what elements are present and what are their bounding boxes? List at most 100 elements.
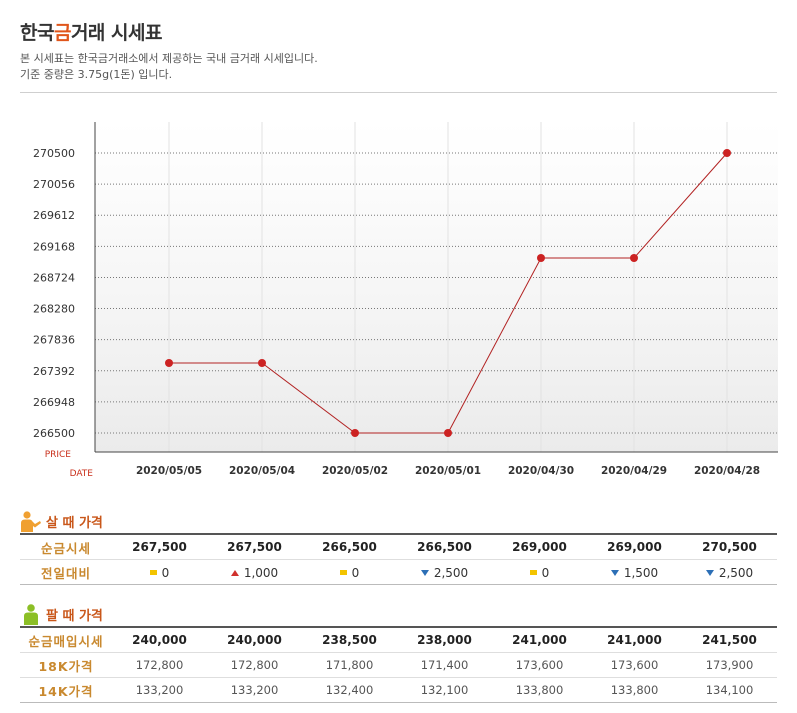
data-point xyxy=(165,359,173,367)
table-row: 순금매입시세 240,000 240,000 238,500 238,000 2… xyxy=(20,626,777,653)
price-cell: 267,500 xyxy=(207,533,302,560)
row-label: 18K가격 xyxy=(20,652,112,678)
change-down-marker xyxy=(705,569,714,576)
price-cell: 133,800 xyxy=(492,677,587,703)
price-cell: 267,500 xyxy=(112,533,207,560)
price-cell: 133,800 xyxy=(587,677,682,703)
price-cell: 241,500 xyxy=(682,626,777,653)
price-chart: 270500 270056 269612 269168 268724 268280 2678… xyxy=(33,122,778,479)
gridlines xyxy=(95,122,778,452)
data-point xyxy=(537,254,545,262)
price-cell: 238,500 xyxy=(302,626,397,653)
change-flat-marker xyxy=(529,570,537,576)
row-label: 전일대비 xyxy=(20,559,112,585)
y-tick-label: 270056 xyxy=(33,178,75,191)
x-tick-label: 2020/04/29 xyxy=(601,465,667,477)
page-description: 본 시세표는 한국금거래소에서 제공하는 국내 금거래 시세입니다. 기준 중량… xyxy=(20,51,318,83)
price-cell: 171,800 xyxy=(302,652,397,678)
header-divider xyxy=(20,92,777,93)
title-accent: 금 xyxy=(53,22,71,44)
change-value: 1,500 xyxy=(623,565,659,580)
data-point xyxy=(351,429,359,437)
y-tick-label: 268724 xyxy=(33,271,75,284)
price-cell: 266,500 xyxy=(397,533,492,560)
data-point xyxy=(630,254,638,262)
x-tick-label: 2020/04/30 xyxy=(508,465,574,477)
change-cell: 1,500 xyxy=(587,559,682,585)
y-tick-label: 267836 xyxy=(33,334,75,347)
change-down-marker xyxy=(420,569,429,576)
page-header: 한국금거래 시세표 본 시세표는 한국금거래소에서 제공하는 국내 금거래 시세… xyxy=(20,18,318,83)
x-tick-label: 2020/05/05 xyxy=(136,465,202,477)
y-tick-label: 269612 xyxy=(33,209,75,222)
table-row: 순금시세 267,500 267,500 266,500 266,500 269… xyxy=(20,533,777,560)
change-cell: 0 xyxy=(112,559,207,585)
price-cell: 132,400 xyxy=(302,677,397,703)
y-tick-label: 266948 xyxy=(33,396,75,409)
price-cell: 134,100 xyxy=(682,677,777,703)
title-prefix: 한국 xyxy=(20,22,54,44)
change-flat-marker xyxy=(339,570,347,576)
price-cell: 266,500 xyxy=(302,533,397,560)
row-label: 순금매입시세 xyxy=(20,626,112,653)
change-value: 2,500 xyxy=(433,565,469,580)
price-cell: 133,200 xyxy=(207,677,302,703)
price-cell: 173,600 xyxy=(492,652,587,678)
price-cell: 269,000 xyxy=(587,533,682,560)
price-cell: 240,000 xyxy=(207,626,302,653)
row-label: 14K가격 xyxy=(20,677,112,703)
change-cell: 0 xyxy=(302,559,397,585)
price-cell: 171,400 xyxy=(397,652,492,678)
y-tick-label: 268280 xyxy=(33,303,75,316)
change-cell: 2,500 xyxy=(397,559,492,585)
table-row: 14K가격 133,200 133,200 132,400 132,100 13… xyxy=(20,677,777,703)
price-cell: 132,100 xyxy=(397,677,492,703)
change-value: 2,500 xyxy=(718,565,754,580)
data-point xyxy=(444,429,452,437)
buy-section-title: 살 때 가격 xyxy=(46,515,103,531)
price-cell: 241,000 xyxy=(587,626,682,653)
person-icon xyxy=(21,511,41,532)
description-line-1: 본 시세표는 한국금거래소에서 제공하는 국내 금거래 시세입니다. xyxy=(20,52,318,65)
change-cell: 1,000 xyxy=(207,559,302,585)
change-value: 1,000 xyxy=(243,565,279,580)
x-tick-label: 2020/05/02 xyxy=(322,465,388,477)
price-cell: 173,600 xyxy=(587,652,682,678)
x-tick-label: 2020/05/01 xyxy=(415,465,481,477)
price-cell: 241,000 xyxy=(492,626,587,653)
change-value: 0 xyxy=(351,565,360,580)
y-tick-label: 267392 xyxy=(33,365,75,378)
price-cell: 238,000 xyxy=(397,626,492,653)
row-label: 순금시세 xyxy=(20,533,112,560)
change-value: 0 xyxy=(541,565,550,580)
price-cell: 172,800 xyxy=(112,652,207,678)
data-point xyxy=(723,149,731,157)
change-up-marker xyxy=(230,569,239,576)
sell-section-header: 팔 때 가격 xyxy=(20,603,103,625)
x-tick-label: 2020/05/04 xyxy=(229,465,295,477)
description-line-2: 기준 중량은 3.75g(1돈) 입니다. xyxy=(20,68,173,81)
data-points xyxy=(165,149,731,437)
x-axis-label: DATE xyxy=(70,469,94,479)
sell-price-table: 순금매입시세 240,000 240,000 238,500 238,000 2… xyxy=(20,626,777,703)
person-icon xyxy=(24,604,38,625)
page-title: 한국금거래 시세표 xyxy=(20,18,318,45)
price-cell: 270,500 xyxy=(682,533,777,560)
change-value: 0 xyxy=(161,565,170,580)
plot-area xyxy=(95,122,778,452)
price-cell: 240,000 xyxy=(112,626,207,653)
price-cell: 133,200 xyxy=(112,677,207,703)
change-down-marker xyxy=(610,569,619,576)
table-row: 18K가격 172,800 172,800 171,800 171,400 17… xyxy=(20,652,777,678)
x-tick-labels: 2020/05/05 2020/05/04 2020/05/02 2020/05/01… xyxy=(136,465,760,477)
data-point xyxy=(258,359,266,367)
sell-section-title: 팔 때 가격 xyxy=(46,608,103,624)
y-tick-label: 270500 xyxy=(33,147,75,160)
buy-section-header: 살 때 가격 xyxy=(20,510,103,532)
y-tick-label: 266500 xyxy=(33,427,75,440)
change-flat-marker xyxy=(149,570,157,576)
buy-price-table: 순금시세 267,500 267,500 266,500 266,500 269… xyxy=(20,533,777,585)
price-cell: 172,800 xyxy=(207,652,302,678)
price-cell: 269,000 xyxy=(492,533,587,560)
title-rest: 거래 시세표 xyxy=(70,22,163,44)
